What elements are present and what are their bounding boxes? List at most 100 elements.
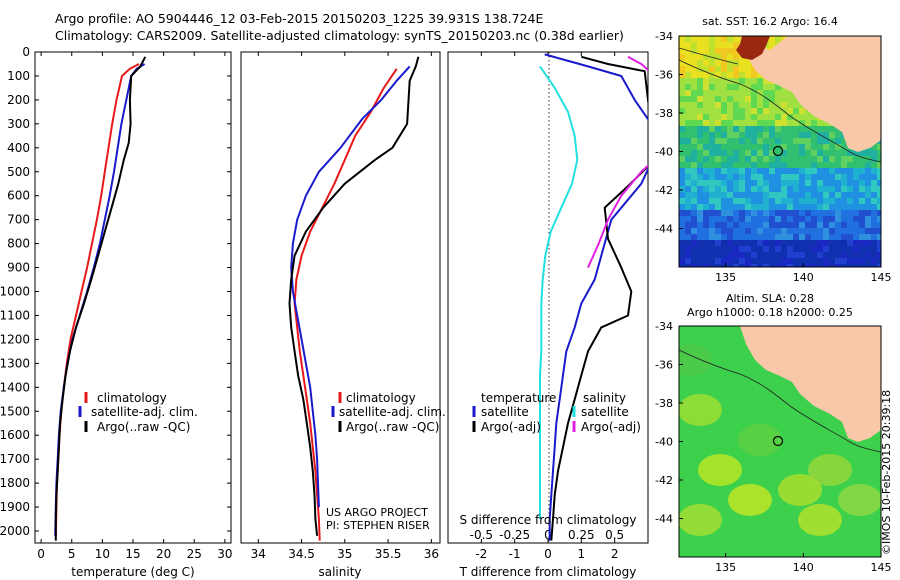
sst-cell [823,174,829,180]
sst-cell [787,234,793,240]
sst-cell [751,120,757,126]
sst-cell [697,216,703,222]
sst-cell [799,180,805,186]
sst-cell [697,72,703,78]
sst-cell [709,132,715,138]
sst-cell [739,102,745,108]
sst-cell [745,138,751,144]
depth-tick-label: 1900 [0,500,30,514]
sst-cell [679,114,685,120]
sst-cell [751,198,757,204]
sst-cell [703,108,709,114]
sst-cell [763,264,769,267]
sst-cell [691,48,697,54]
sst-cell [811,240,817,246]
sst-cell [847,216,853,222]
sst-cell [697,102,703,108]
sst-cell [817,168,823,174]
sst-cell [763,150,769,156]
sst-cell [817,258,823,264]
sst-cell [865,228,871,234]
sst-cell [823,162,829,168]
warm-inlet [736,36,770,60]
sst-cell [811,156,817,162]
sst-cell [691,204,697,210]
sst-cell [715,174,721,180]
sst-cell [721,240,727,246]
sst-cell [697,36,703,42]
sst-cell [757,252,763,258]
lat-tick-label: -36 [655,359,673,372]
sst-cell [775,246,781,252]
sst-cell [739,132,745,138]
sst-cell [865,258,871,264]
sst-cell [781,102,787,108]
sst-cell [685,204,691,210]
sst-cell [835,240,841,246]
sst-cell [733,48,739,54]
sst-cell [733,150,739,156]
sst-cell [691,132,697,138]
sst-cell [727,198,733,204]
sst-cell [679,246,685,252]
sst-cell [757,150,763,156]
sst-cell [829,198,835,204]
sst-cell [703,168,709,174]
sst-cell [721,72,727,78]
sst-cell [733,192,739,198]
sst-cell [703,210,709,216]
sst-cell [769,240,775,246]
sst-cell [781,150,787,156]
sst-cell [715,126,721,132]
sst-cell [691,120,697,126]
sst-cell [751,156,757,162]
sst-cell [709,156,715,162]
sst-cell [787,192,793,198]
sst-cell [799,246,805,252]
sst-cell [811,222,817,228]
sst-cell [679,84,685,90]
sst-cell [691,84,697,90]
sst-cell [685,180,691,186]
sst-cell [709,36,715,42]
sst-cell [733,60,739,66]
sst-cell [751,174,757,180]
sst-cell [787,108,793,114]
sst-cell [733,222,739,228]
sst-cell [877,246,881,252]
sst-cell [793,258,799,264]
sst-cell [721,144,727,150]
sst-cell [691,174,697,180]
sst-cell [733,174,739,180]
sst-cell [733,84,739,90]
sst-cell [835,210,841,216]
sst-cell [811,216,817,222]
sst-cell [691,96,697,102]
sst-cell [829,258,835,264]
sst-cell [871,252,877,258]
sst-cell [727,138,733,144]
sst-cell [679,258,685,264]
sst-cell [829,132,835,138]
sst-cell [829,216,835,222]
sst-cell [757,222,763,228]
sst-cell [877,192,881,198]
sst-cell [829,174,835,180]
sst-cell [769,186,775,192]
sst-cell [733,168,739,174]
sst-cell [841,204,847,210]
sla-map-title: Altim. SLA: 0.28 [726,292,814,305]
sst-cell [679,102,685,108]
sst-cell [721,216,727,222]
sst-cell [805,138,811,144]
sst-cell [697,192,703,198]
legend-label-t-argo: Argo(-adj) [481,420,541,434]
sst-cell [841,222,847,228]
x2-tick-label: -0.25 [499,528,530,542]
sst-cell [679,180,685,186]
sst-cell [865,180,871,186]
sst-cell [745,60,751,66]
sst-cell [769,222,775,228]
sst-cell [775,126,781,132]
